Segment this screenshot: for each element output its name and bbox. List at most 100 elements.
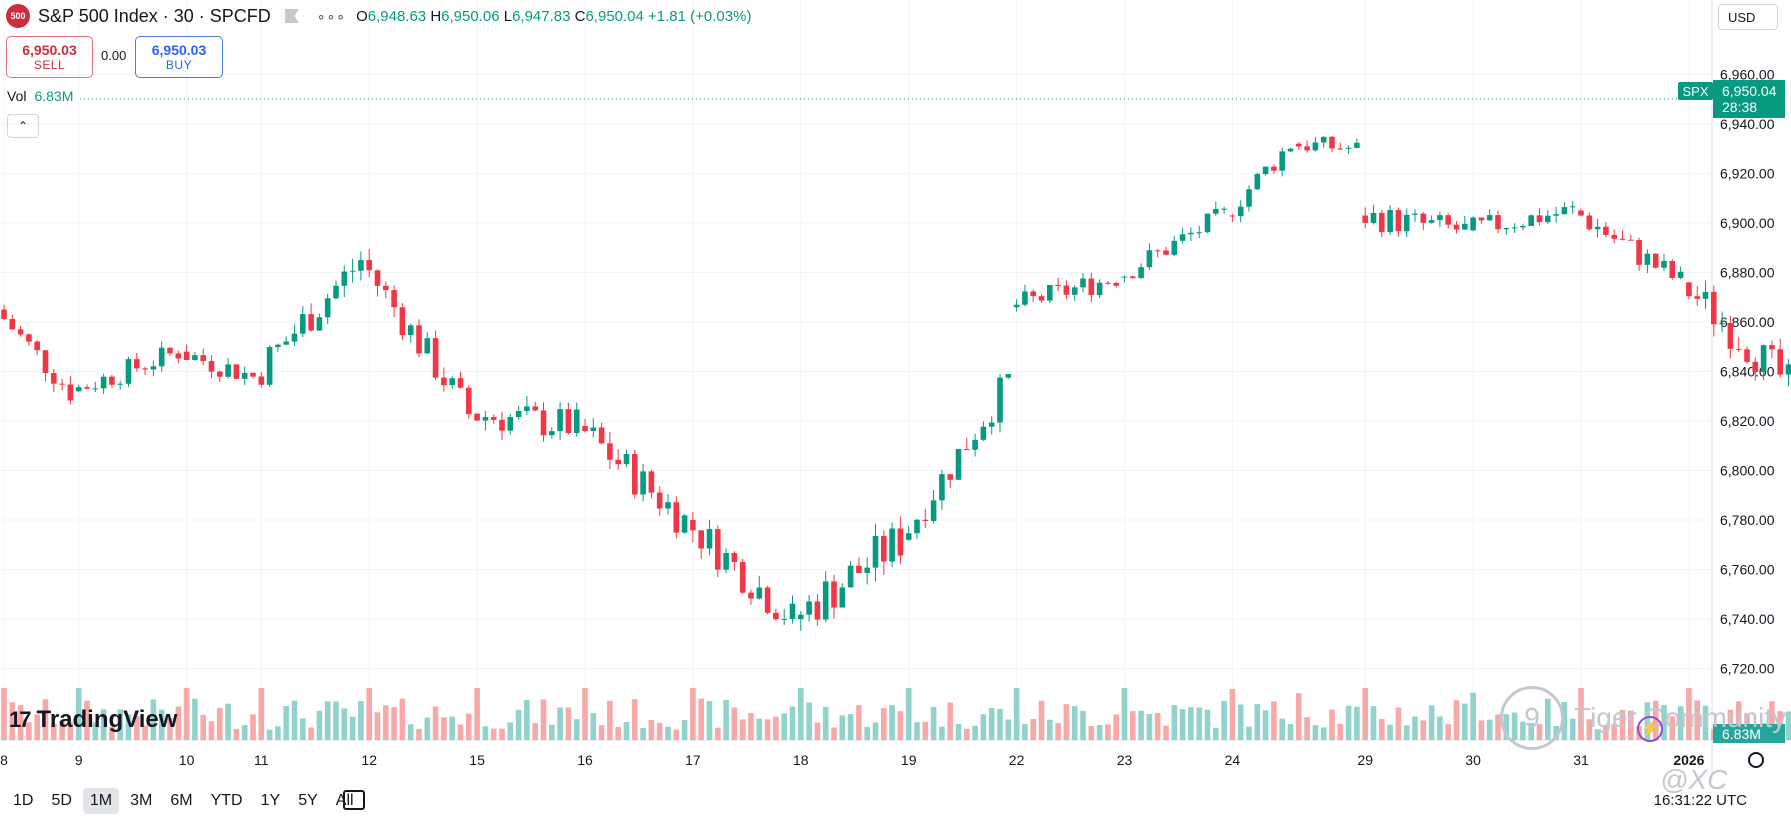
volume-bar	[1047, 719, 1053, 740]
tradingview-name: TradingView	[36, 706, 178, 733]
volume-bar	[723, 699, 729, 740]
candle-body	[1777, 349, 1783, 375]
candle-body	[540, 410, 547, 436]
candle-body	[59, 383, 65, 385]
bottom-toolbar: 1D 5D 1M 3M 6M YTD 1Y 5Y All 16:31:22 UTC	[0, 780, 1791, 819]
candle-body	[1345, 147, 1352, 149]
volume-bar	[1229, 689, 1236, 740]
lightning-icon[interactable]: ⚡	[1637, 716, 1663, 742]
candle-body	[1486, 215, 1493, 221]
candle-body	[1188, 232, 1194, 235]
volume-bar	[1362, 688, 1368, 740]
volume-bar	[383, 705, 389, 740]
volume-bar	[889, 704, 895, 740]
range-1m[interactable]: 1M	[82, 788, 120, 814]
candle-body	[640, 471, 646, 495]
volume-bar	[75, 688, 82, 740]
range-3m[interactable]: 3M	[130, 792, 153, 809]
candle-body	[1520, 226, 1526, 228]
x-tick-label: 22	[1009, 752, 1025, 768]
more-options-icon[interactable]: ∘∘∘	[316, 7, 347, 24]
candle-body	[1213, 208, 1219, 214]
volume-bar	[283, 706, 289, 740]
candle-body	[1096, 282, 1103, 296]
candle-body	[67, 384, 74, 401]
symbol-title[interactable]: S&P 500 Index · 30 · SPCFD	[38, 5, 271, 26]
volume-bar	[1470, 692, 1476, 740]
candle-body	[424, 338, 431, 354]
candle-body	[698, 530, 704, 549]
candle-body	[1694, 296, 1700, 299]
volume-bar	[789, 706, 796, 740]
candle-body	[930, 500, 937, 521]
candle-body	[1387, 210, 1393, 233]
flag-icon[interactable]	[284, 9, 299, 23]
candle-body	[507, 417, 514, 431]
utc-clock[interactable]: 16:31:22 UTC	[1653, 792, 1747, 809]
candle-body	[1711, 291, 1717, 325]
candle-body	[100, 376, 107, 389]
buy-price: 6,950.03	[151, 42, 207, 58]
candle-body	[324, 298, 331, 318]
candle-body	[731, 552, 738, 562]
range-ytd[interactable]: YTD	[210, 792, 243, 809]
candle-body	[872, 535, 879, 568]
volume-bar	[615, 726, 621, 740]
candle-body	[1179, 234, 1186, 241]
last-price-value: 6,950.04	[1722, 83, 1777, 99]
ohlc-high: 6,950.06	[441, 7, 500, 25]
calendar-goto-icon[interactable]	[343, 790, 365, 810]
range-1d[interactable]: 1D	[13, 792, 34, 809]
volume-bar	[964, 728, 970, 740]
tiger-community-watermark: 9 Tiger Community	[1500, 686, 1786, 750]
volume-bar	[1428, 705, 1435, 740]
candle-body	[1271, 166, 1277, 171]
candle-body	[17, 329, 24, 335]
volume-bar	[739, 719, 746, 740]
candle-body	[831, 581, 837, 608]
volume-bar	[1320, 727, 1327, 740]
volume-bar	[324, 701, 331, 740]
volume-bar	[872, 722, 879, 740]
volume-bar	[1071, 706, 1078, 740]
volume-bar	[275, 726, 281, 740]
candle-body	[939, 474, 945, 501]
volume-bar	[623, 721, 630, 740]
candle-body	[1652, 253, 1659, 268]
volume-bar	[466, 713, 472, 740]
range-6m[interactable]: 6M	[170, 792, 193, 809]
candle-body	[706, 529, 713, 549]
range-5d[interactable]: 5D	[51, 792, 72, 809]
y-tick-label: 6,840.00	[1720, 364, 1775, 380]
candle-body	[217, 371, 223, 377]
volume-bar	[1196, 707, 1202, 740]
candle-body	[266, 347, 273, 385]
volume-bar	[856, 705, 862, 740]
candle-body	[889, 528, 895, 562]
range-1y[interactable]: 1Y	[260, 792, 281, 809]
tradingview-logo[interactable]: 17 TradingView	[9, 706, 177, 734]
volume-bar	[1345, 705, 1352, 740]
x-tick-label: 10	[179, 752, 195, 768]
candle-body	[1735, 348, 1742, 350]
candle-body	[1586, 215, 1593, 230]
sell-button[interactable]: 6,950.03 SELL	[6, 36, 93, 78]
candle-body	[1063, 285, 1070, 295]
volume-bar	[1221, 700, 1227, 740]
settings-gear-icon[interactable]	[1748, 752, 1764, 768]
volume-bar	[690, 688, 696, 740]
candle-body	[1412, 213, 1418, 215]
candle-body	[1611, 234, 1617, 239]
spx-logo-icon: 500	[6, 4, 30, 28]
buy-button[interactable]: 6,950.03 BUY	[135, 36, 223, 78]
x-tick-label: 31	[1573, 752, 1589, 768]
currency-selector[interactable]: USD	[1718, 4, 1778, 30]
candle-body	[258, 376, 265, 385]
volume-bar	[798, 688, 804, 740]
ohlc-change: +1.81 (+0.03%)	[648, 7, 752, 25]
collapse-legend-button[interactable]: ⌃	[7, 114, 39, 138]
candle-body	[1428, 220, 1435, 223]
volume-bar	[1005, 719, 1012, 740]
range-5y[interactable]: 5Y	[298, 792, 318, 809]
